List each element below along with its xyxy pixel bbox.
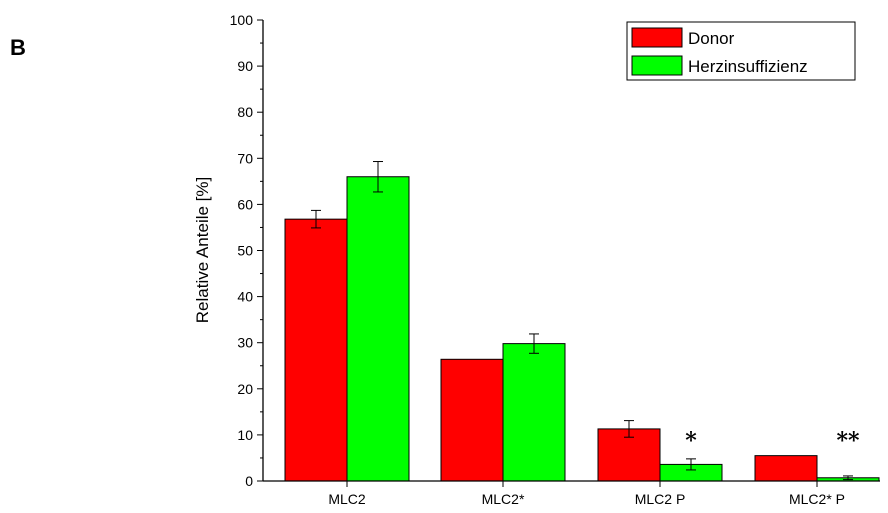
y-tick-label-40: 40 bbox=[237, 289, 253, 305]
y-tick-label-0: 0 bbox=[245, 473, 253, 489]
error-bars-layer bbox=[311, 161, 853, 481]
bar-donor-1 bbox=[440, 358, 504, 482]
y-axis-title: Relative Anteile [%] bbox=[193, 177, 212, 323]
error-bar-herzinsuffizienz-3 bbox=[843, 475, 853, 481]
legend-label-herzinsuffizienz: Herzinsuffizienz bbox=[688, 57, 808, 76]
y-tick-label-100: 100 bbox=[230, 12, 254, 28]
error-bar-donor-0 bbox=[311, 209, 321, 229]
bar-herzinsuffizienz-1 bbox=[502, 343, 566, 482]
y-tick-label-10: 10 bbox=[237, 427, 253, 443]
x-tick-label-3: MLC2* P bbox=[789, 491, 845, 507]
error-bar-herzinsuffizienz-1 bbox=[529, 333, 539, 354]
y-tick-label-80: 80 bbox=[237, 104, 253, 120]
error-bar-herzinsuffizienz-2 bbox=[686, 458, 696, 471]
panel-label: B bbox=[10, 35, 26, 60]
axes-layer: 0 10 20 30 40 50 60 70 80 90 100 MLC2 MLC2* MLC2 P MLC… bbox=[230, 12, 880, 507]
y-tick-label-50: 50 bbox=[237, 243, 253, 259]
significance-marker-0: * bbox=[685, 428, 697, 454]
x-tick-label-0: MLC2 bbox=[328, 491, 366, 507]
bar-donor-0 bbox=[284, 218, 348, 482]
x-tick-label-1: MLC2* bbox=[482, 491, 525, 507]
error-bar-herzinsuffizienz-0 bbox=[373, 161, 383, 193]
annotations-layer: * ** bbox=[685, 428, 860, 454]
legend-swatch-donor bbox=[631, 27, 683, 48]
error-bar-donor-2 bbox=[624, 420, 634, 438]
legend-label-donor: Donor bbox=[688, 29, 735, 48]
bars-layer bbox=[284, 176, 880, 482]
significance-marker-1: ** bbox=[836, 428, 860, 454]
y-tick-label-90: 90 bbox=[237, 58, 253, 74]
y-tick-label-20: 20 bbox=[237, 381, 253, 397]
y-tick-label-30: 30 bbox=[237, 335, 253, 351]
y-tick-label-60: 60 bbox=[237, 196, 253, 212]
x-tick-label-2: MLC2 P bbox=[635, 491, 686, 507]
bar-donor-3 bbox=[754, 455, 818, 482]
bar-herzinsuffizienz-0 bbox=[346, 176, 410, 482]
y-tick-label-70: 70 bbox=[237, 150, 253, 166]
legend: Donor Herzinsuffizienz bbox=[626, 21, 856, 81]
legend-swatch-herzinsuffizienz bbox=[631, 55, 683, 76]
